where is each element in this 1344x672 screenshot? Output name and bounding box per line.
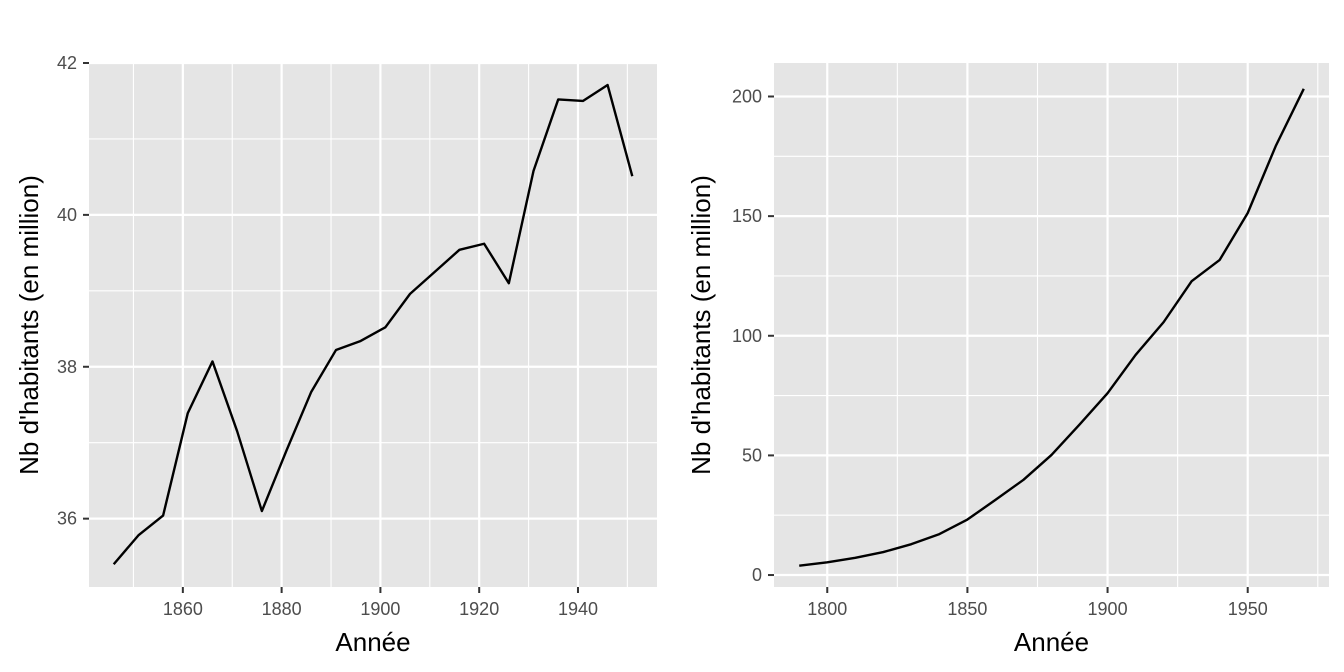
plot-background [774,63,1329,587]
x-tick-label: 1800 [807,599,847,619]
y-tick-label: 50 [742,445,762,465]
x-axis-title: Année [335,627,410,657]
x-tick-label: 1950 [1228,599,1268,619]
x-tick-label: 1860 [163,599,203,619]
chart-panel-2: 1800 1850 1900 1950 0 50 100 150 200 Année Nb d'ha… [686,63,1329,657]
chart-panel-1: 1860 1880 1900 1920 1940 36 38 40 42 Année Nb d'ha… [14,53,657,657]
y-axis-title: Nb d'habitants (en million) [686,175,716,475]
y-tick-label: 36 [57,509,77,529]
y-axis-title: Nb d'habitants (en million) [14,175,44,475]
x-tick-label: 1940 [558,599,598,619]
series-line [112,83,634,566]
x-tick-label: 1880 [262,599,302,619]
series-line [799,88,1305,567]
y-tick-label: 40 [57,205,77,225]
y-tick-label: 38 [57,357,77,377]
plot-background [89,63,657,587]
y-tick-label: 100 [732,326,762,346]
x-tick-label: 1900 [360,599,400,619]
y-tick-label: 200 [732,86,762,106]
y-tick-label: 42 [57,53,77,73]
x-tick-label: 1900 [1088,599,1128,619]
y-tick-label: 0 [752,565,762,585]
x-tick-label: 1920 [459,599,499,619]
x-axis-title: Année [1014,627,1089,657]
y-tick-label: 150 [732,206,762,226]
x-tick-label: 1850 [947,599,987,619]
